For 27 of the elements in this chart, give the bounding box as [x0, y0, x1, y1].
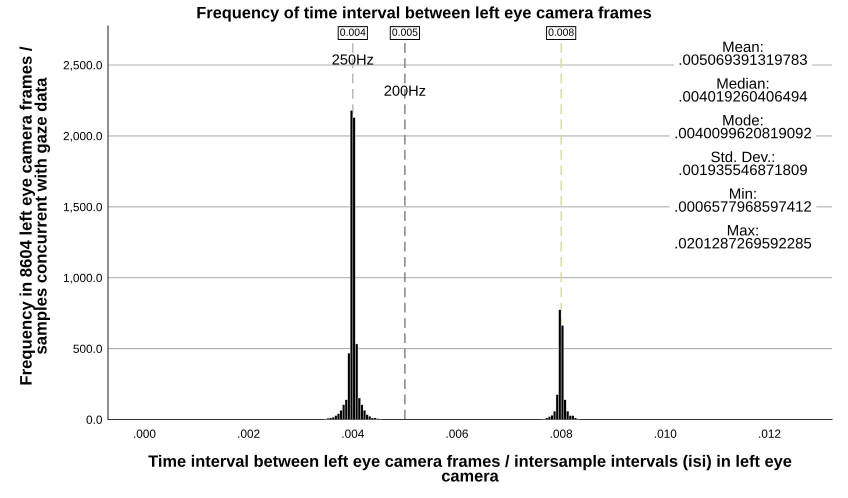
annotation: 200Hz — [384, 86, 426, 96]
annotation: Std. Dev.: .001935546871809 — [680, 151, 807, 176]
x-tick-label: .010 — [654, 430, 676, 438]
x-axis-title: Time interval between left eye camera frames / intersample intervals (isi) in left eye camera — [148, 454, 792, 482]
x-tick-label: .012 — [759, 430, 780, 438]
x-tick-label: .008 — [550, 430, 572, 438]
ref-line-label: 0.008 — [548, 28, 574, 36]
x-tick-label: .002 — [238, 430, 260, 438]
ref-line-label: 0.005 — [392, 28, 418, 36]
x-tick-label: .000 — [134, 430, 156, 438]
y-tick-label: 500.0 — [73, 344, 102, 353]
y-axis-title: Frequency in 8604 left eye camera frames / samples concurrent with gaze data — [20, 46, 50, 384]
y-tick-label: 0.0 — [86, 416, 102, 424]
annotation: Min: .0006577968597412 — [676, 188, 812, 212]
annotation: 250Hz — [332, 54, 374, 65]
y-tick-label: 1,000.0 — [64, 274, 102, 284]
x-tick-label: .006 — [446, 430, 468, 438]
y-tick-label: 2,500.0 — [64, 61, 102, 71]
x-tick-label: .004 — [342, 430, 364, 438]
annotation: Mean: .005069391319783 — [680, 42, 807, 65]
chart-title: Frequency of time interval between left eye camera frames — [197, 6, 652, 22]
annotation: Median: .004019260406494 — [680, 78, 808, 102]
ref-line-label: 0.004 — [340, 28, 366, 36]
annotation: Max: .0201287269592285 — [676, 225, 812, 249]
y-tick-label: 1,500.0 — [64, 202, 102, 213]
y-tick-label: 2,000.0 — [64, 132, 102, 142]
annotation: Mode: .0040099620819092 — [676, 114, 812, 138]
